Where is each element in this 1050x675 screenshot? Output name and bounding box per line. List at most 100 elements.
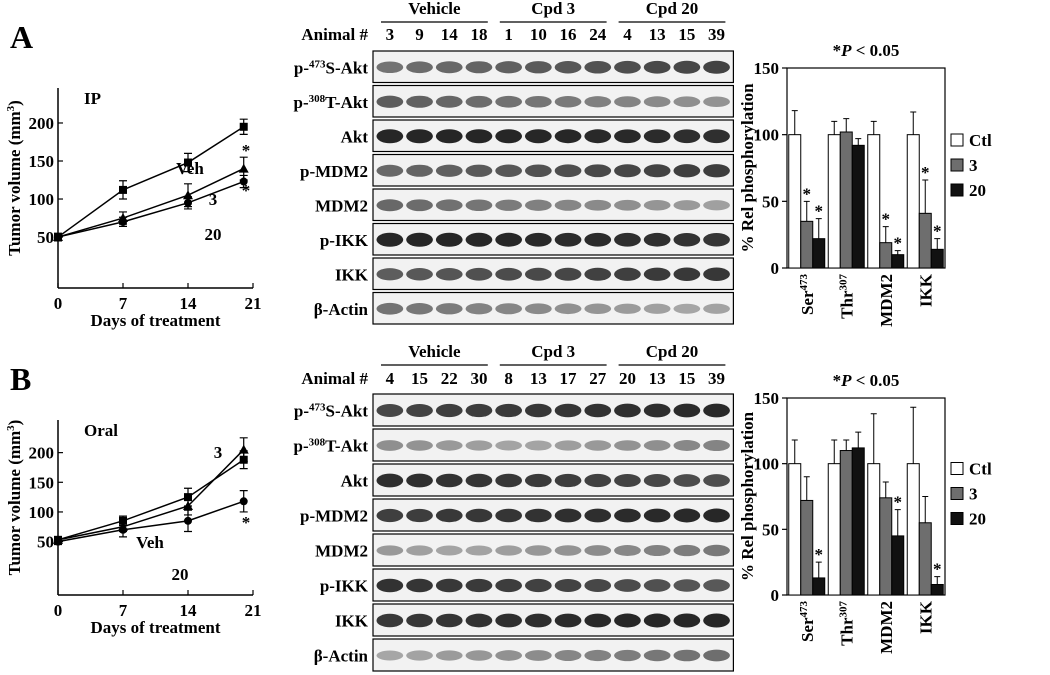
- marker: [239, 177, 248, 186]
- blot-band: [406, 578, 433, 593]
- plot-frame: [786, 397, 946, 596]
- bar: [867, 134, 881, 269]
- blot-band: [406, 232, 433, 247]
- blot-row-label: p-MDM2: [300, 507, 368, 526]
- blot-band: [376, 95, 404, 108]
- blot-band: [554, 613, 582, 628]
- x-tick-label: 0: [54, 294, 63, 313]
- blot-band: [406, 164, 433, 177]
- blot-row-label: MDM2: [315, 196, 368, 215]
- blot-band: [673, 303, 701, 314]
- blot-band: [435, 613, 463, 628]
- marker: [184, 516, 192, 525]
- blot-band: [614, 440, 641, 451]
- blot-band: [703, 267, 730, 281]
- x-tick-label-part: MDM2: [877, 601, 896, 654]
- chart-title: *P < 0.05: [833, 41, 900, 60]
- blot-band: [406, 403, 433, 418]
- blot-row-label: p-MDM2: [300, 162, 368, 181]
- blot-band: [614, 579, 641, 592]
- marker: [183, 501, 193, 511]
- bar: [839, 450, 853, 596]
- animal-number: 17: [560, 369, 578, 388]
- animal-number: 9: [415, 25, 424, 44]
- blot-band: [435, 545, 463, 556]
- blot-frame: [372, 257, 734, 291]
- blot-band: [435, 232, 463, 247]
- x-tick-label: 7: [119, 294, 128, 313]
- blot-band: [495, 578, 522, 593]
- bar: [812, 238, 826, 269]
- blot-frame: [372, 638, 734, 672]
- blot-band: [376, 473, 404, 488]
- blot-band: [525, 545, 552, 556]
- bar: [827, 134, 841, 269]
- y-axis-label: % Rel phosphorylation: [738, 411, 757, 581]
- annotation: *: [242, 141, 251, 160]
- blot-band: [614, 508, 641, 523]
- blot-frame: [372, 50, 734, 84]
- error-bar: [815, 218, 822, 239]
- blot-row-label: IKK: [335, 265, 369, 284]
- y-tick-label: 200: [29, 444, 55, 463]
- blot-band: [435, 267, 463, 281]
- y-axis-label-part: ): [5, 100, 24, 106]
- blot-row-label: p-IKK: [320, 231, 369, 250]
- annotation: Veh: [176, 159, 204, 178]
- error-bar: [870, 120, 877, 135]
- blot-band: [643, 544, 671, 557]
- animal-number: 13: [530, 369, 547, 388]
- blot-band: [584, 199, 612, 211]
- y-axis-label: % Rel phosphorylation: [738, 83, 757, 253]
- blot-band: [406, 473, 433, 488]
- series-line: [57, 449, 245, 541]
- blot-band: [584, 267, 612, 281]
- blot-band: [465, 199, 493, 212]
- y-tick-label: 100: [754, 126, 780, 145]
- blot-band: [584, 303, 612, 315]
- blot-band: [406, 129, 433, 144]
- animal-label: Animal #: [301, 369, 368, 388]
- blot-frame: [372, 428, 734, 462]
- blot-band: [673, 129, 701, 144]
- blot-band: [525, 508, 552, 523]
- blot-band: [435, 164, 463, 177]
- blot-band: [376, 404, 404, 417]
- blot-band: [465, 578, 493, 593]
- blot-band: [643, 403, 671, 418]
- blot-frame: [372, 393, 734, 427]
- x-tick-label: Thr307: [837, 601, 856, 646]
- annotation: 20: [205, 225, 222, 244]
- blot-band: [643, 649, 671, 662]
- legend-swatch: [950, 462, 964, 475]
- blot-row-label-part: β-Actin: [314, 647, 369, 666]
- blot-band: [673, 613, 701, 628]
- blot-band: [435, 199, 463, 212]
- blot-band: [525, 199, 552, 211]
- blot-band: [614, 129, 641, 144]
- blot-row-label-part: p-: [294, 58, 309, 77]
- blot-band: [673, 232, 701, 247]
- blot-band: [703, 544, 730, 557]
- marker: [238, 444, 249, 454]
- significance-star: *: [894, 493, 903, 512]
- bar: [879, 497, 893, 596]
- bar: [812, 577, 826, 596]
- blot-band: [703, 613, 730, 628]
- blot-row-label-part: p-IKK: [320, 577, 369, 596]
- annotation: 3: [209, 190, 218, 209]
- legend-label: 20: [969, 510, 986, 529]
- y-axis-label-part: Tumor volume (mm: [5, 431, 24, 576]
- blot-band: [435, 440, 463, 451]
- animal-number: 15: [411, 369, 428, 388]
- error-bar: [791, 439, 798, 464]
- blot-band: [465, 473, 493, 488]
- marker: [119, 525, 127, 534]
- blot-band: [643, 474, 671, 487]
- x-tick-label: MDM2: [877, 601, 896, 654]
- blot-band: [525, 303, 552, 315]
- blot-band: [614, 649, 641, 662]
- blot-band: [703, 60, 730, 74]
- blot-band: [495, 440, 522, 451]
